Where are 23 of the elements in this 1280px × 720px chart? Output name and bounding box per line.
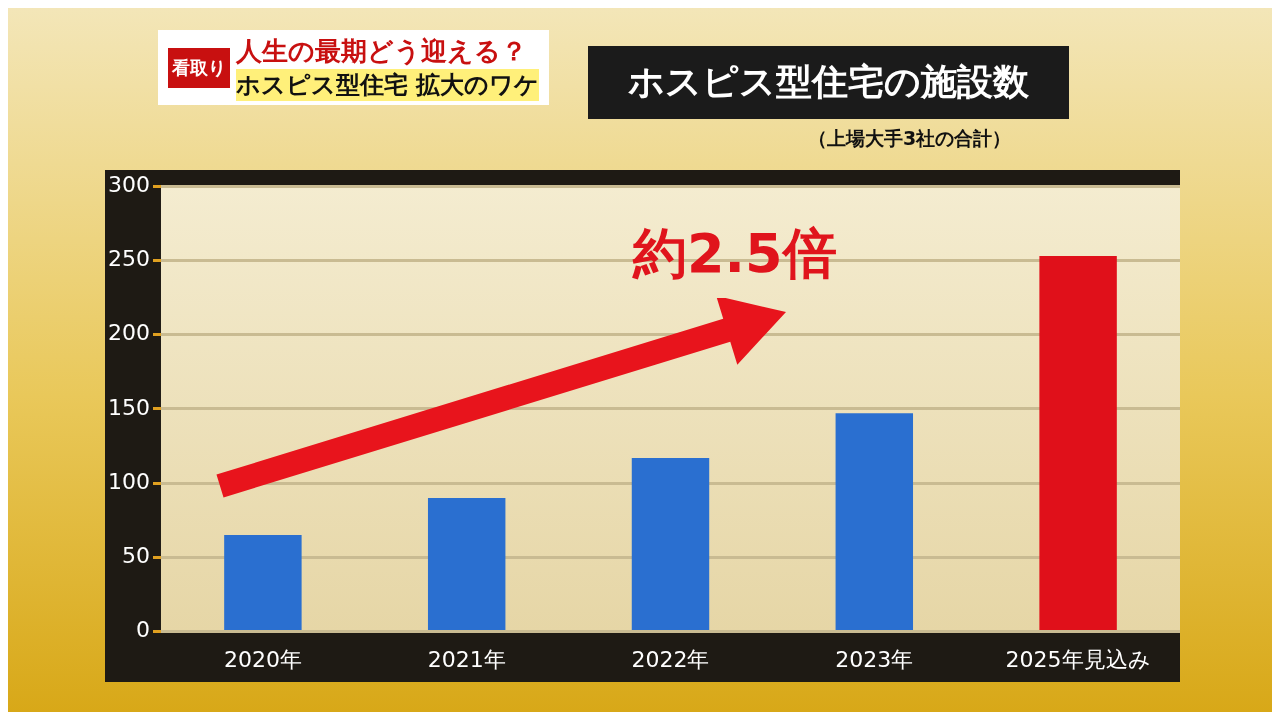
bar bbox=[1039, 255, 1117, 631]
y-tick-label: 300 bbox=[107, 171, 150, 197]
y-tick-label: 100 bbox=[107, 468, 150, 494]
chart-subtitle: （上場大手3社の合計） bbox=[808, 126, 1012, 151]
bar bbox=[631, 457, 710, 631]
y-tick-label: 50 bbox=[121, 543, 150, 569]
y-tick-label: 250 bbox=[107, 246, 150, 272]
x-tick-label: 2021年 bbox=[427, 646, 506, 672]
x-tick-label: 2020年 bbox=[223, 646, 302, 672]
x-tick-label: 2023年 bbox=[835, 646, 914, 672]
chart-title: ホスピス型住宅の施設数 bbox=[588, 46, 1069, 119]
y-tick-label: 200 bbox=[107, 320, 150, 346]
annotation: 約2.5倍 bbox=[633, 221, 837, 287]
bar bbox=[224, 535, 302, 631]
text: 人生の最期どう迎える？ bbox=[236, 35, 528, 68]
y-tick-label: 150 bbox=[107, 394, 150, 420]
text: ホスピス型住宅 拡大のワケ bbox=[236, 69, 540, 101]
text: 看取り bbox=[168, 47, 230, 88]
bar bbox=[427, 497, 506, 631]
y-tick-label: 0 bbox=[135, 617, 150, 643]
x-tick-label: 2022年 bbox=[631, 646, 710, 672]
bar bbox=[835, 413, 914, 631]
x-tick-label: 2025年見込み bbox=[1005, 646, 1151, 672]
